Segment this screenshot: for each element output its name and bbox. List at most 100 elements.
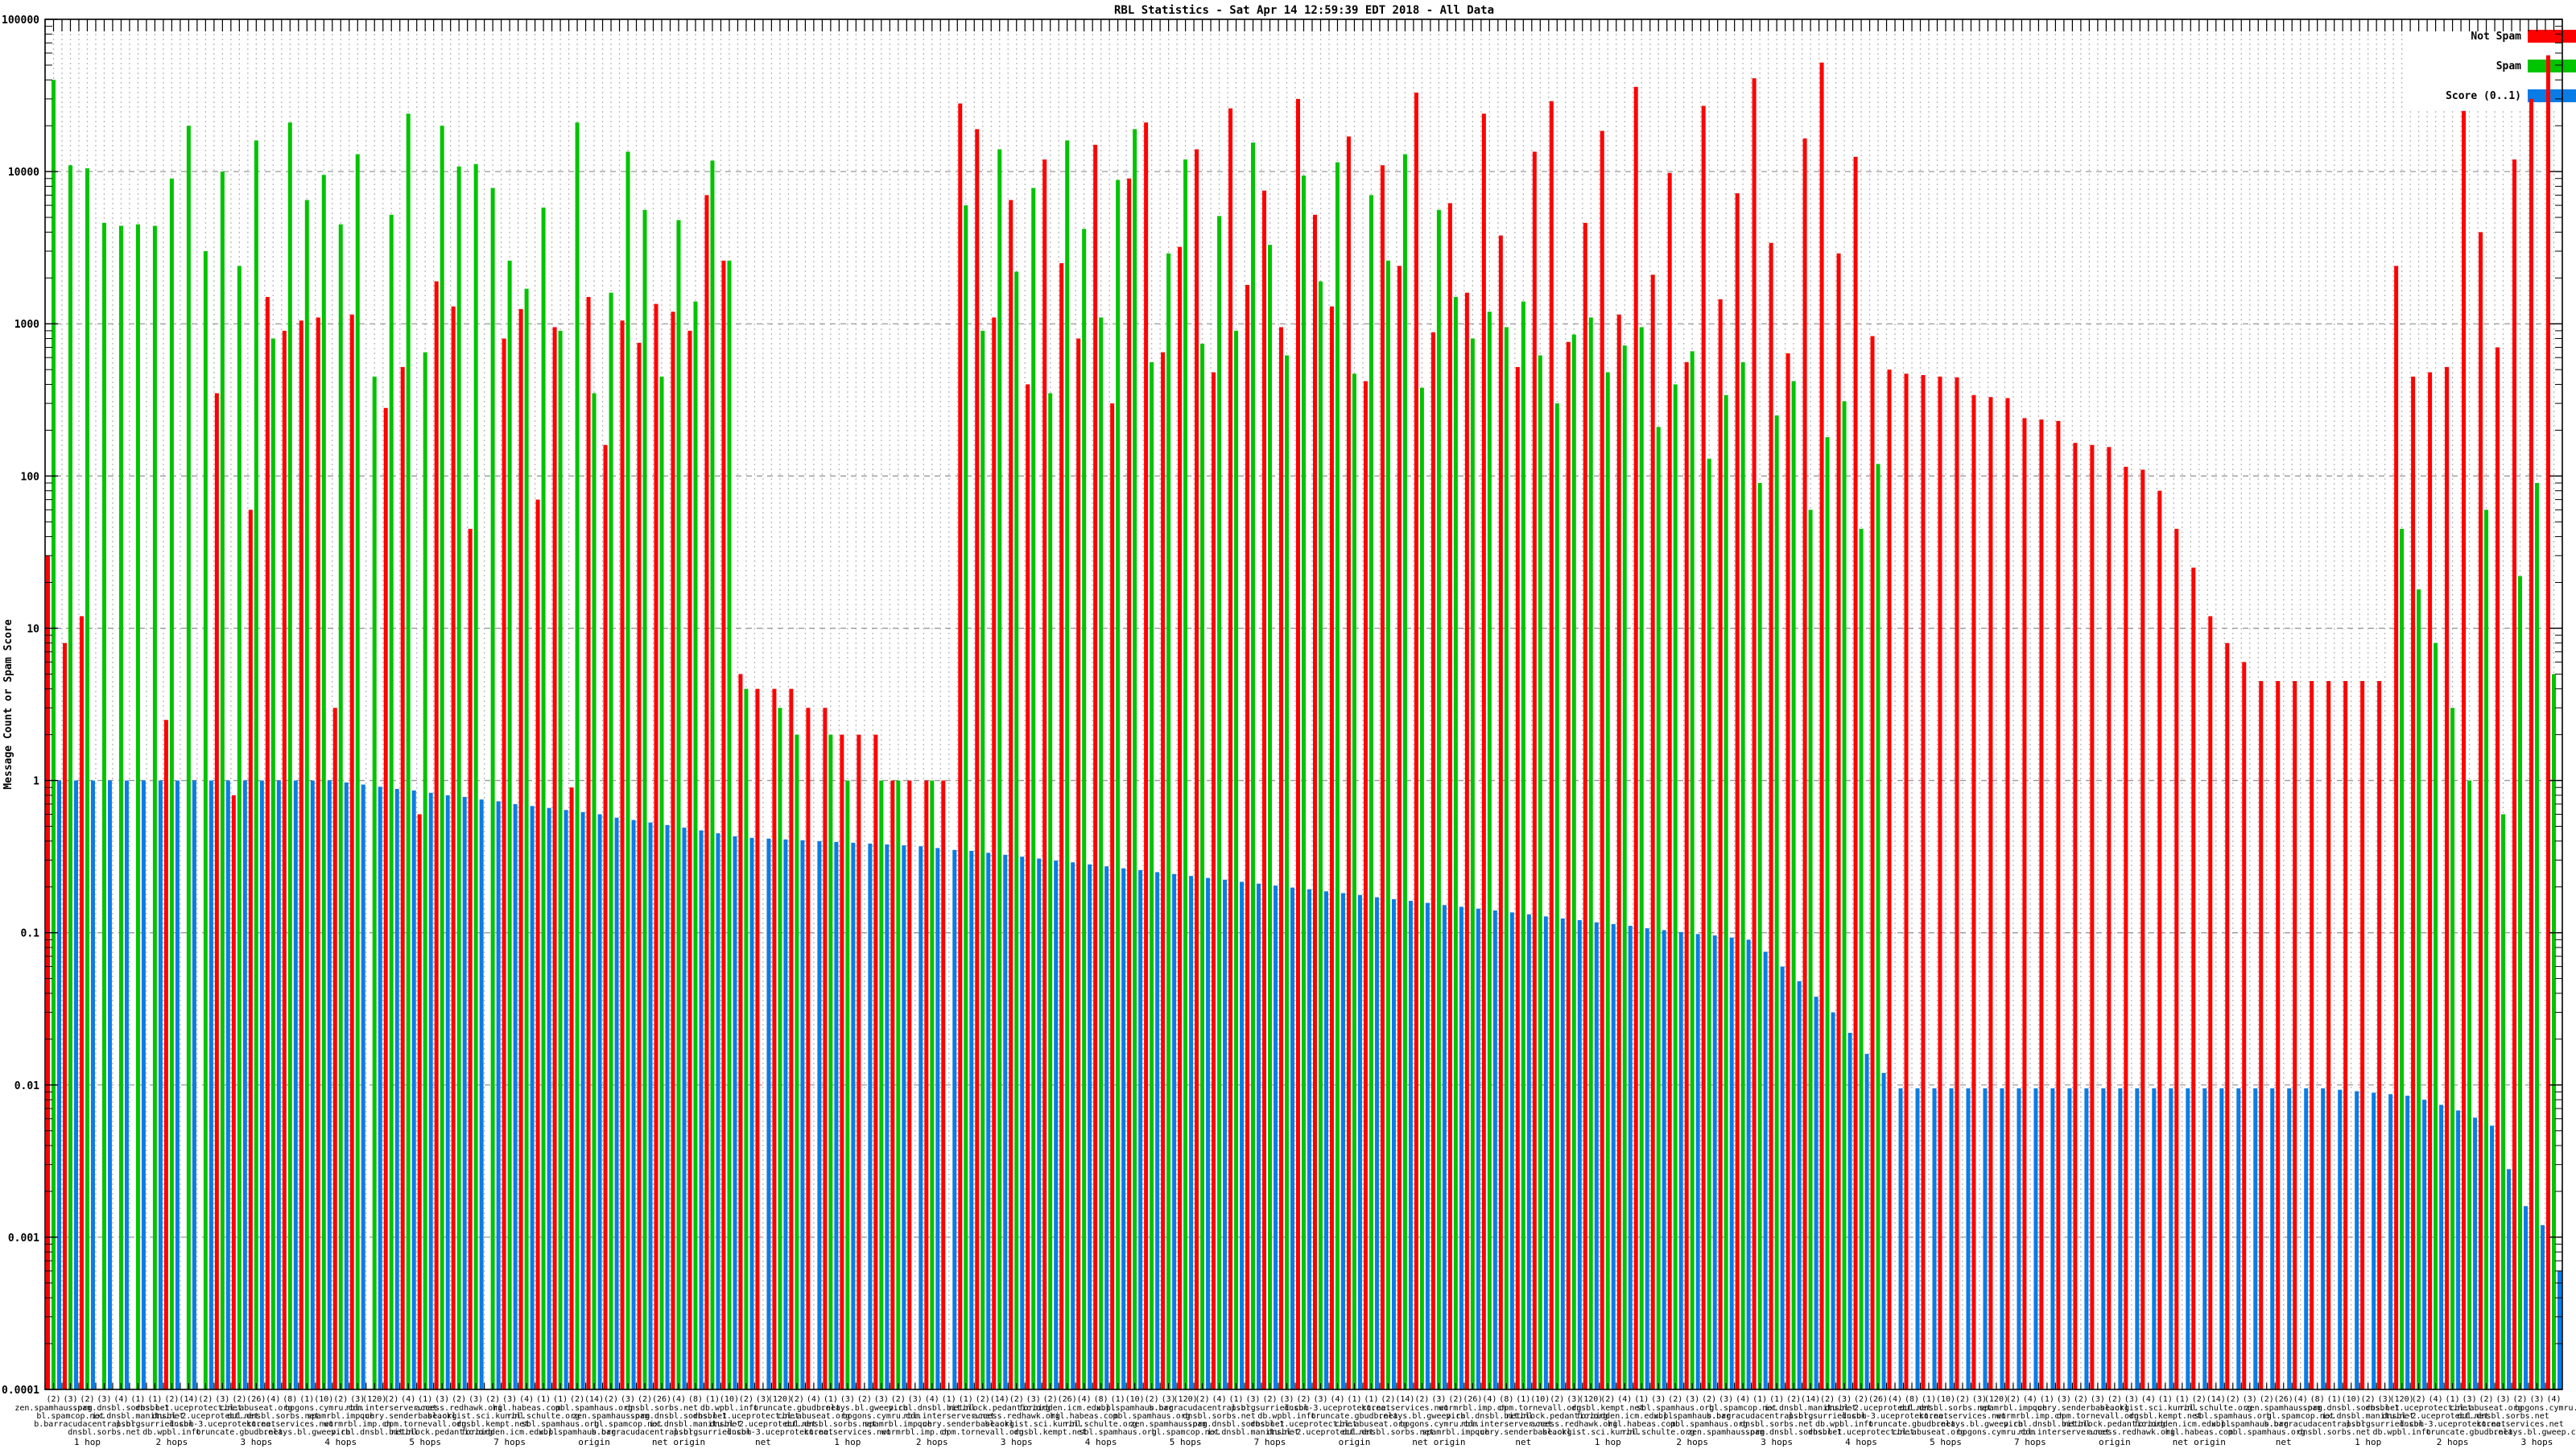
svg-text:(3): (3) [1651,1395,1666,1404]
svg-text:dnsbl.sorbs.net: dnsbl.sorbs.net [68,1428,140,1437]
svg-text:(1): (1) [2158,1395,2173,1404]
svg-text:7 hops: 7 hops [1254,1437,1286,1447]
svg-text:(1): (1) [1516,1395,1530,1404]
svg-text:rbl.schulte.org: rbl.schulte.org [1622,1428,1695,1437]
svg-text:(26): (26) [2274,1395,2293,1404]
svg-text:spam.dnsbl.sorbs.net: spam.dnsbl.sorbs.net [1187,1420,1284,1429]
svg-text:rbl.schulte.org: rbl.schulte.org [2180,1404,2252,1413]
svg-text:relays.bl.gweep.ca: relays.bl.gweep.ca [263,1428,350,1437]
svg-text:rbl.interserver.net: rbl.interserver.net [1460,1420,1552,1429]
svg-text:dnsbl-1.uceprotect.net: dnsbl-1.uceprotect.net [135,1404,242,1413]
svg-text:bogons.cymru.com: bogons.cymru.com [1958,1428,2035,1437]
y-axis-title: Message Count or Spam Score [2,619,14,789]
svg-text:(3): (3) [1972,1395,1987,1404]
svg-text:dnsbl-2.uceprotect.net: dnsbl-2.uceprotect.net [152,1412,258,1421]
svg-text:bogons.cymru.com: bogons.cymru.com [843,1412,920,1421]
svg-text:10: 10 [27,623,39,635]
svg-text:(2): (2) [2361,1395,2376,1404]
svg-text:(1): (1) [1229,1395,1244,1404]
svg-text:(3): (3) [1279,1395,1294,1404]
svg-text:ix.dnsbl.manitu.net: ix.dnsbl.manitu.net [92,1412,184,1421]
svg-text:(2): (2) [2006,1395,2021,1404]
svg-text:2 hops: 2 hops [1676,1437,1708,1447]
svg-text:(2): (2) [2074,1395,2088,1404]
svg-text:bogons.cymru.com: bogons.cymru.com [285,1404,362,1413]
svg-text:(3): (3) [756,1395,770,1404]
svg-text:origin: origin [1339,1437,1371,1447]
svg-text:psbl.surriel.com: psbl.surriel.com [674,1428,751,1437]
legend-swatch-not-spam [2528,30,2576,43]
svg-text:spamrbl.imp.ch: spamrbl.imp.ch [307,1412,374,1421]
svg-text:forbidden.icm.edu.pl: forbidden.icm.edu.pl [461,1428,558,1437]
svg-text:blacklist.sci.kun.nl: blacklist.sci.kun.nl [985,1420,1082,1429]
svg-text:dnsbl.kempt.net: dnsbl.kempt.net [456,1420,529,1429]
svg-text:net: net [1515,1437,1531,1447]
svg-text:(2): (2) [2107,1395,2122,1404]
svg-text:wormrbl.imp.ch: wormrbl.imp.ch [1439,1404,1506,1413]
svg-text:(14): (14) [1395,1395,1414,1404]
svg-text:relays.bl.gweep.ca: relays.bl.gweep.ca [1378,1412,1465,1421]
svg-text:truncate.gbudb.net: truncate.gbudb.net [2425,1428,2512,1437]
svg-text:(2): (2) [2412,1395,2426,1404]
svg-text:ix.dnsbl.manitu.net: ix.dnsbl.manitu.net [1765,1404,1856,1413]
svg-text:(1): (1) [1922,1395,1936,1404]
svg-text:1 hop: 1 hop [1595,1437,1621,1447]
svg-text:dnsbl.sorbs.net: dnsbl.sorbs.net [1183,1412,1255,1421]
svg-text:spamrbl.imp.ch: spamrbl.imp.ch [1422,1428,1489,1437]
svg-text:(3): (3) [2124,1395,2139,1404]
svg-text:(2): (2) [1550,1395,1564,1404]
svg-text:(4): (4) [1212,1395,1227,1404]
svg-text:rbl.interserver.net: rbl.interserver.net [903,1412,995,1421]
svg-text:xbl.spamhaus.org: xbl.spamhaus.org [539,1428,616,1437]
svg-text:(3): (3) [1685,1395,1699,1404]
svg-text:b.barracudacentral.org: b.barracudacentral.org [34,1420,140,1429]
svg-text:cbl.abuseat.org: cbl.abuseat.org [778,1412,850,1421]
svg-text:(3): (3) [1026,1395,1041,1404]
svg-text:xbl.spamhaus.org: xbl.spamhaus.org [1096,1404,1173,1413]
svg-text:query.senderbase.org: query.senderbase.org [2033,1404,2129,1413]
svg-text:blacklist.sci.kun.nl: blacklist.sci.kun.nl [427,1412,524,1421]
svg-text:(4): (4) [1736,1395,1750,1404]
svg-text:netblock.pedantic.org: netblock.pedantic.org [1506,1412,1608,1421]
svg-text:1 hop: 1 hop [74,1437,101,1447]
svg-text:wormrbl.imp.ch: wormrbl.imp.ch [881,1428,949,1437]
svg-text:(26): (26) [246,1395,266,1404]
svg-text:(14): (14) [2207,1395,2226,1404]
svg-text:ix.dnsbl.manitu.net: ix.dnsbl.manitu.net [1207,1428,1298,1437]
svg-text:(4): (4) [1482,1395,1496,1404]
svg-text:virbl.dnsbl.bit.nl: virbl.dnsbl.bit.nl [889,1404,976,1413]
legend-label-score: Score (0..1) [2446,90,2521,102]
svg-text:(2): (2) [333,1395,348,1404]
svg-text:sbl.spamhaus.org: sbl.spamhaus.org [2194,1412,2272,1421]
svg-text:(1): (1) [147,1395,162,1404]
svg-text:sbl.spamhaus.org: sbl.spamhaus.org [1079,1428,1156,1437]
svg-text:2 hops: 2 hops [2437,1437,2469,1447]
svg-text:(4): (4) [401,1395,415,1404]
svg-text:(120): (120) [2390,1395,2414,1404]
svg-text:(2): (2) [232,1395,246,1404]
svg-text:(4): (4) [2023,1395,2037,1404]
svg-text:(4): (4) [1077,1395,1092,1404]
svg-text:bogons.cymru.com: bogons.cymru.com [2515,1404,2576,1413]
svg-text:truncate.gbudb.net: truncate.gbudb.net [753,1404,840,1413]
svg-text:netblock.pedantic.org: netblock.pedantic.org [391,1428,493,1437]
svg-text:(3): (3) [502,1395,517,1404]
svg-text:(2): (2) [1448,1395,1463,1404]
svg-text:(3): (3) [1837,1395,1852,1404]
svg-text:dul.dnsbl.sorbs.net: dul.dnsbl.sorbs.net [1900,1404,1992,1413]
bars-layer [45,55,2562,1390]
svg-text:(1): (1) [1347,1395,1361,1404]
svg-text:(10): (10) [720,1395,739,1404]
svg-text:1000: 1000 [14,319,39,331]
svg-text:(2): (2) [1820,1395,1835,1404]
svg-text:access.redhawk.org: access.redhawk.org [2088,1428,2175,1437]
svg-text:(1): (1) [942,1395,956,1404]
svg-text:dnsbl.sorbs.net: dnsbl.sorbs.net [1740,1420,1813,1429]
svg-text:blacklist.sci.kun.nl: blacklist.sci.kun.nl [1542,1428,1639,1437]
svg-text:rbl.interserver.net: rbl.interserver.net [345,1404,437,1413]
svg-text:pbl.spamhaus.org: pbl.spamhaus.org [1670,1420,1748,1429]
svg-text:db.wpbl.info: db.wpbl.info [1815,1420,1873,1429]
svg-text:(3): (3) [2243,1395,2257,1404]
svg-text:dnsbl-1.uceprotect.net: dnsbl-1.uceprotect.net [2365,1404,2471,1413]
svg-text:cbl.abuseat.org: cbl.abuseat.org [220,1404,292,1413]
